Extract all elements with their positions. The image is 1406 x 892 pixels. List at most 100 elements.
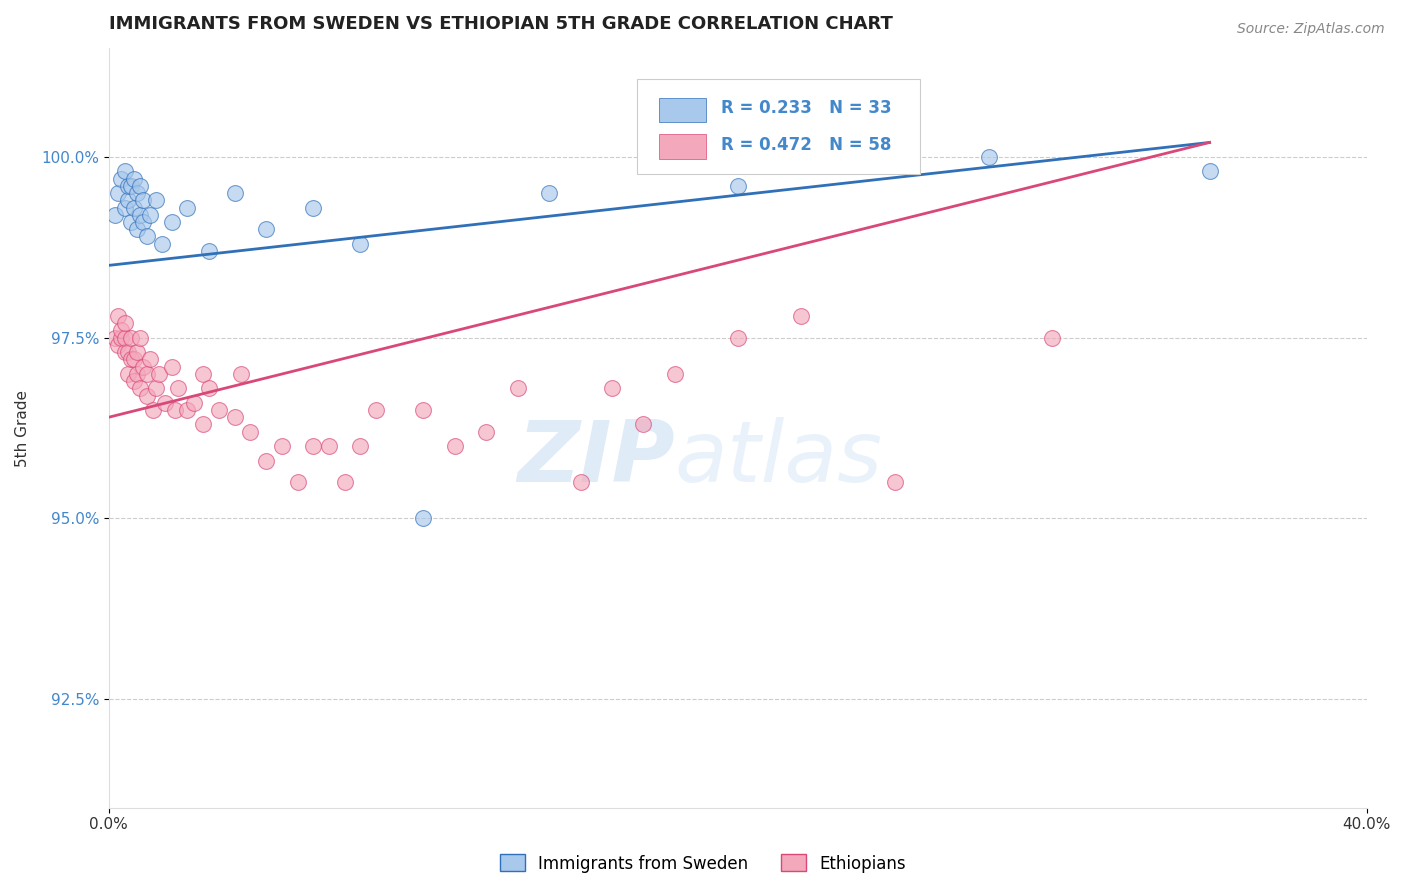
Point	[138, 352, 160, 367]
Point	[176, 403, 198, 417]
Point	[107, 186, 129, 200]
Point	[122, 374, 145, 388]
Text: R = 0.472   N = 58: R = 0.472 N = 58	[721, 136, 891, 153]
Point	[145, 194, 167, 208]
Point	[443, 439, 465, 453]
Text: Source: ZipAtlas.com: Source: ZipAtlas.com	[1237, 22, 1385, 37]
Point	[664, 367, 686, 381]
Point	[412, 403, 434, 417]
Point	[349, 236, 371, 251]
Point	[318, 439, 340, 453]
Point	[145, 381, 167, 395]
Point	[270, 439, 292, 453]
Point	[148, 367, 170, 381]
Point	[229, 367, 252, 381]
Point	[122, 171, 145, 186]
Point	[120, 178, 142, 193]
Point	[176, 201, 198, 215]
Point	[129, 208, 152, 222]
Point	[506, 381, 529, 395]
Point	[107, 309, 129, 323]
Point	[538, 186, 561, 200]
Point	[160, 359, 183, 374]
FancyBboxPatch shape	[637, 78, 921, 174]
Point	[349, 439, 371, 453]
Bar	[658, 134, 706, 159]
Point	[160, 215, 183, 229]
Point	[114, 331, 136, 345]
Point	[1198, 164, 1220, 178]
Point	[117, 194, 139, 208]
Point	[114, 345, 136, 359]
Point	[114, 201, 136, 215]
Point	[104, 208, 127, 222]
Point	[302, 439, 325, 453]
Point	[135, 367, 157, 381]
Point	[239, 425, 262, 439]
Point	[142, 403, 165, 417]
Point	[135, 229, 157, 244]
Point	[727, 178, 749, 193]
Point	[107, 338, 129, 352]
Point	[979, 150, 1001, 164]
Point	[120, 331, 142, 345]
Point	[129, 381, 152, 395]
Point	[117, 367, 139, 381]
Point	[1040, 331, 1063, 345]
Point	[208, 403, 231, 417]
Text: atlas: atlas	[675, 417, 883, 500]
Point	[132, 359, 155, 374]
Point	[475, 425, 498, 439]
Point	[163, 403, 186, 417]
Point	[127, 345, 149, 359]
Point	[122, 352, 145, 367]
Point	[132, 194, 155, 208]
Point	[129, 331, 152, 345]
Point	[117, 345, 139, 359]
Point	[183, 396, 205, 410]
Point	[569, 475, 592, 490]
Point	[114, 316, 136, 330]
Point	[790, 309, 813, 323]
Text: ZIP: ZIP	[517, 417, 675, 500]
Text: R = 0.233   N = 33: R = 0.233 N = 33	[721, 99, 891, 118]
Point	[150, 236, 173, 251]
Point	[167, 381, 190, 395]
Point	[224, 186, 246, 200]
Point	[135, 388, 157, 402]
Point	[366, 403, 388, 417]
Point	[333, 475, 356, 490]
Point	[104, 331, 127, 345]
Point	[138, 208, 160, 222]
Point	[193, 367, 215, 381]
Point	[412, 511, 434, 525]
Point	[727, 331, 749, 345]
Text: IMMIGRANTS FROM SWEDEN VS ETHIOPIAN 5TH GRADE CORRELATION CHART: IMMIGRANTS FROM SWEDEN VS ETHIOPIAN 5TH …	[108, 15, 893, 33]
Bar	[658, 98, 706, 122]
Point	[129, 178, 152, 193]
Point	[117, 178, 139, 193]
Point	[198, 381, 221, 395]
Point	[633, 417, 655, 432]
Point	[884, 475, 907, 490]
Point	[287, 475, 309, 490]
Point	[110, 331, 132, 345]
Point	[120, 352, 142, 367]
Point	[132, 215, 155, 229]
Point	[120, 215, 142, 229]
Point	[302, 201, 325, 215]
Point	[254, 453, 277, 467]
Point	[122, 201, 145, 215]
Point	[155, 396, 177, 410]
Point	[600, 381, 623, 395]
Point	[224, 410, 246, 425]
Point	[127, 222, 149, 236]
Point	[127, 186, 149, 200]
Point	[127, 367, 149, 381]
Legend: Immigrants from Sweden, Ethiopians: Immigrants from Sweden, Ethiopians	[494, 847, 912, 880]
Point	[110, 323, 132, 337]
Point	[110, 171, 132, 186]
Point	[254, 222, 277, 236]
Point	[114, 164, 136, 178]
Point	[198, 244, 221, 258]
